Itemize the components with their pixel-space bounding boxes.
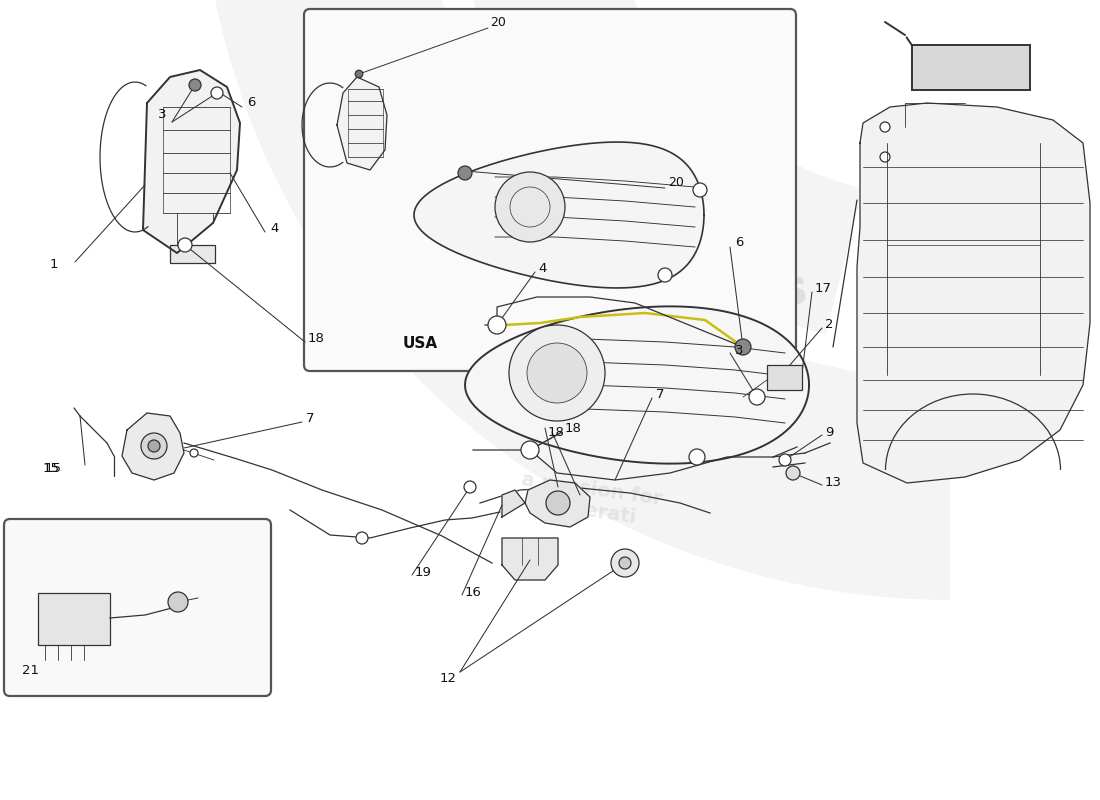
Polygon shape [414,142,704,288]
Polygon shape [450,0,864,334]
Circle shape [693,183,707,197]
Text: 3: 3 [158,109,166,122]
Text: 18: 18 [308,331,324,345]
Circle shape [658,268,672,282]
Circle shape [141,433,167,459]
Text: USA: USA [403,335,438,350]
Polygon shape [122,413,184,480]
Text: 20: 20 [668,177,684,190]
Text: 19: 19 [415,566,432,578]
Circle shape [189,79,201,91]
Circle shape [779,454,791,466]
Text: 15: 15 [43,462,60,474]
Circle shape [619,557,631,569]
Polygon shape [465,306,808,464]
Circle shape [148,440,159,452]
Text: 21: 21 [22,663,38,677]
Text: 12: 12 [440,671,456,685]
Text: 1: 1 [50,258,58,271]
Circle shape [610,549,639,577]
Text: 18: 18 [548,426,565,438]
Text: 17: 17 [815,282,832,295]
FancyBboxPatch shape [4,519,271,696]
Polygon shape [525,480,590,527]
Circle shape [689,449,705,465]
Circle shape [458,166,472,180]
Text: 6: 6 [735,237,744,250]
Text: 3: 3 [735,343,744,357]
Circle shape [495,172,565,242]
Polygon shape [502,538,558,580]
Circle shape [464,481,476,493]
Bar [170,245,214,263]
Text: 7: 7 [656,389,664,402]
Polygon shape [337,77,387,170]
Text: since 1985: since 1985 [595,365,766,415]
Polygon shape [143,70,240,253]
Circle shape [356,532,369,544]
Polygon shape [857,103,1090,483]
Text: Eurospares: Eurospares [492,266,808,314]
Text: 4: 4 [270,222,278,234]
Circle shape [749,389,764,405]
Text: 6: 6 [248,97,255,110]
Circle shape [190,449,198,457]
Circle shape [355,70,363,78]
Bar [39,593,110,645]
Text: 9: 9 [825,426,834,438]
Bar [912,45,1030,90]
Circle shape [735,339,751,355]
Text: 2: 2 [825,318,834,331]
Circle shape [168,592,188,612]
Circle shape [521,441,539,459]
Circle shape [488,316,506,334]
FancyBboxPatch shape [304,9,796,371]
Text: 13: 13 [825,475,842,489]
Text: 18: 18 [565,422,582,435]
Circle shape [880,122,890,132]
Text: 15: 15 [45,462,62,474]
Circle shape [211,87,223,99]
Circle shape [786,466,800,480]
Circle shape [527,343,587,403]
Bar [767,365,802,390]
Circle shape [546,491,570,515]
Circle shape [880,152,890,162]
Text: 7: 7 [306,411,315,425]
Text: 16: 16 [465,586,482,598]
Polygon shape [502,490,525,517]
Text: 4: 4 [538,262,547,275]
Text: 20: 20 [490,17,506,30]
Circle shape [509,325,605,421]
Text: a passion for
Maserati: a passion for Maserati [517,470,663,530]
Circle shape [178,238,192,252]
Polygon shape [200,0,950,600]
